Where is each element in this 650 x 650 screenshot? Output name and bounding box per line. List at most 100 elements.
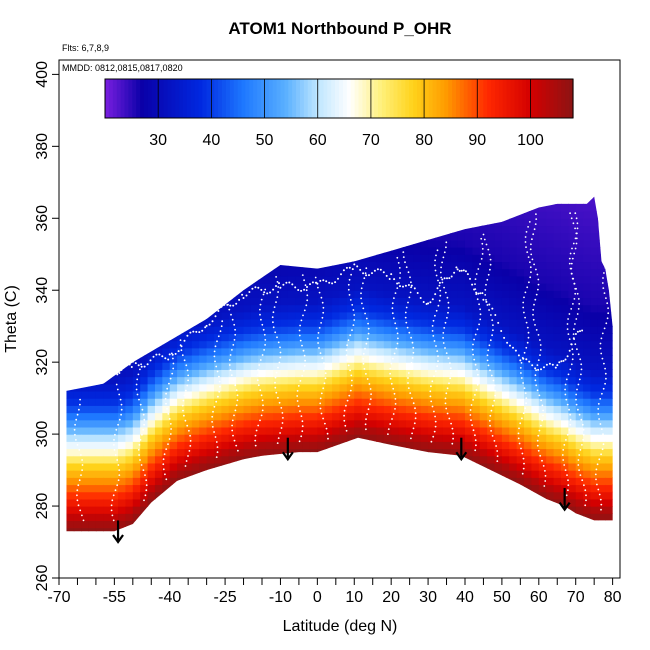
heatmap-cell (405, 426, 414, 435)
heatmap-cell (560, 362, 569, 370)
profile-point (572, 303, 574, 305)
profile-point (562, 459, 565, 461)
heatmap-cell (73, 477, 82, 486)
heatmap-cell (524, 441, 533, 450)
heatmap-cell (206, 390, 215, 399)
tropopause-point (232, 304, 235, 307)
heatmap-cell (339, 398, 348, 406)
heatmap-cell (391, 441, 400, 450)
tropopause-point (404, 284, 407, 287)
colorbar-segment (436, 79, 441, 118)
heatmap-cell (66, 513, 75, 522)
heatmap-cell (369, 254, 378, 263)
profile-point (279, 432, 281, 434)
heatmap-cell (590, 203, 599, 212)
profile-point (445, 392, 448, 395)
profile-point (324, 372, 327, 375)
profile-point (389, 423, 392, 425)
profile-point (599, 342, 602, 345)
heatmap-cell (287, 369, 296, 378)
profile-point (350, 384, 353, 387)
heatmap-cell (575, 196, 584, 205)
heatmap-cell (583, 232, 592, 241)
heatmap-cell (206, 354, 215, 363)
heatmap-cell (597, 340, 606, 349)
x-axis-label: Latitude (deg N) (283, 618, 398, 635)
heatmap-cell (560, 455, 569, 464)
heatmap-cell (583, 498, 592, 507)
heatmap-cell (376, 412, 385, 421)
heatmap-cell (538, 254, 547, 263)
heatmap-cell (583, 319, 592, 327)
heatmap-cell (553, 412, 562, 421)
profile-point (233, 439, 236, 442)
heatmap-cell (118, 477, 127, 486)
heatmap-cell (258, 333, 267, 342)
heatmap-cell (391, 311, 400, 320)
profile-point (580, 363, 583, 366)
colorbar-segment (292, 79, 297, 118)
profile-point (486, 359, 489, 362)
profile-point (113, 439, 115, 441)
heatmap-cell (103, 484, 112, 493)
heatmap-cell (450, 225, 459, 234)
heatmap-cell (118, 390, 127, 399)
heatmap-cell (546, 419, 555, 428)
heatmap-cell (501, 326, 510, 334)
heatmap-cell (516, 390, 525, 399)
heatmap-cell (405, 268, 414, 277)
heatmap-cell (546, 477, 555, 486)
tropopause-point (471, 283, 474, 286)
heatmap-cell (583, 290, 592, 299)
profile-point (275, 301, 277, 303)
tropopause-point (118, 372, 121, 374)
heatmap-cell (214, 434, 222, 442)
heatmap-cell (450, 218, 459, 227)
heatmap-cell (361, 390, 370, 399)
heatmap-cell (287, 383, 296, 392)
tropopause-point (485, 300, 488, 303)
tropopause-point (351, 268, 354, 271)
tropopause-point (279, 286, 282, 289)
heatmap-cell (398, 354, 407, 363)
tropopause-point (260, 288, 263, 291)
profile-point (271, 316, 274, 319)
profile-point (598, 458, 601, 461)
tropopause-point (429, 301, 432, 304)
heatmap-cell (597, 275, 606, 284)
heatmap-cell (531, 477, 540, 486)
profile-point (492, 324, 494, 326)
heatmap-cell (479, 362, 488, 370)
heatmap-cell (435, 333, 444, 342)
profile-point (350, 374, 353, 377)
heatmap-cell (273, 376, 282, 385)
colorbar-tick-label: 30 (149, 132, 167, 149)
profile-point (395, 327, 398, 330)
heatmap-cell (597, 412, 606, 421)
colorbar-segment (183, 79, 188, 118)
profile-point (572, 242, 575, 245)
profile-point (540, 399, 542, 402)
heatmap-cell (118, 520, 127, 529)
heatmap-cell (568, 491, 577, 500)
heatmap-cell (442, 419, 451, 428)
y-tick-label: 280 (34, 493, 51, 520)
heatmap-cell (73, 383, 82, 392)
heatmap-cell (295, 283, 304, 291)
heatmap-cell (590, 247, 599, 255)
heatmap-cell (413, 390, 422, 399)
profile-point (392, 357, 394, 360)
heatmap-cell (162, 484, 171, 493)
heatmap-cell (258, 283, 267, 291)
profile-point (496, 455, 499, 457)
aircraft-profile-traces (73, 212, 612, 522)
heatmap-cell (125, 376, 134, 385)
heatmap-cell (191, 412, 200, 421)
heatmap-cell (118, 383, 127, 392)
profile-point (145, 479, 148, 482)
heatmap-cell (428, 319, 437, 327)
profile-point (304, 284, 307, 287)
heatmap-cell (206, 340, 215, 349)
profile-point (600, 352, 603, 355)
heatmap-cell (487, 211, 496, 219)
